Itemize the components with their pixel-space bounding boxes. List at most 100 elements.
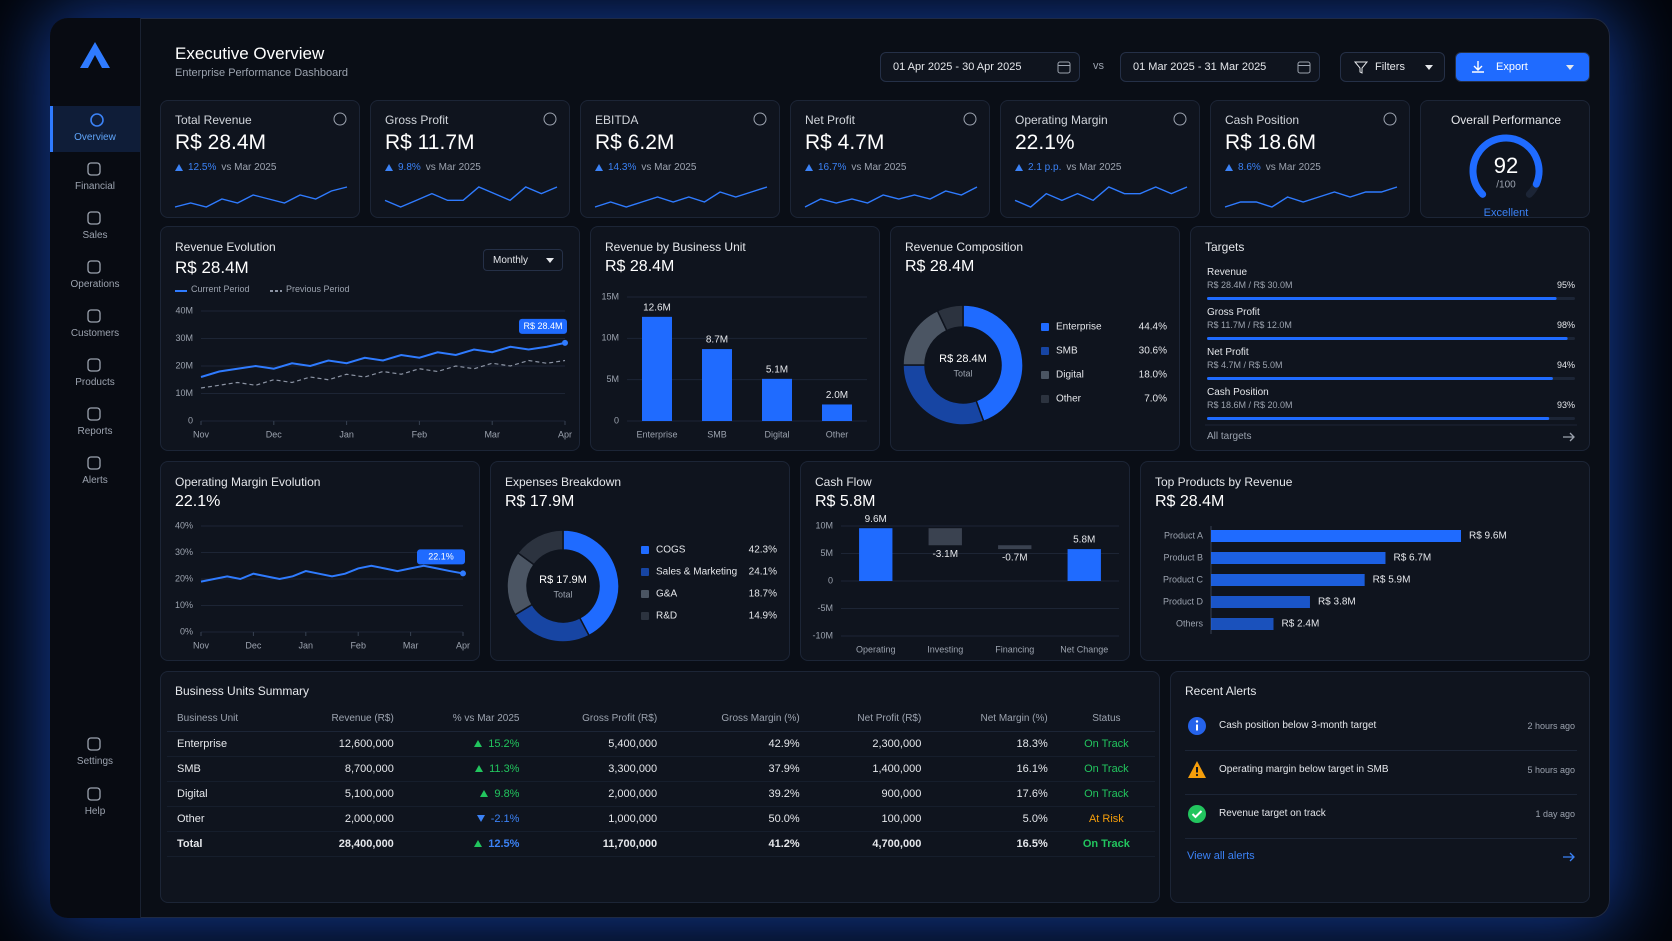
table-row: Digital 5,100,000 9.8% 2,000,000 39.2% 900,00…	[167, 781, 1155, 807]
table-cell: -2.1%	[403, 806, 530, 832]
export-button[interactable]: Export	[1455, 52, 1590, 82]
icon-shape	[1191, 810, 1203, 819]
compare-picker[interactable]: 01 Mar 2025 - 31 Mar 2025	[1120, 52, 1320, 82]
nav-label: Operations	[70, 279, 120, 290]
trend-icon	[1015, 164, 1023, 171]
line	[200, 359, 566, 389]
change-value: 11.3%	[489, 763, 520, 775]
status-cell: On Track	[1057, 731, 1155, 757]
legend-swatch	[641, 590, 649, 598]
caret-icon	[1425, 65, 1433, 70]
status-cell: On Track	[1057, 781, 1155, 807]
chart: Product A R$ 9.6M Product B R$ 6.7M Product …	[1163, 526, 1507, 634]
table-cell: 17.6%	[931, 781, 1058, 807]
nav-icon	[87, 737, 101, 751]
change-value: 9.8%	[494, 788, 520, 800]
nav-item[interactable]: Help	[50, 780, 140, 826]
nav-item[interactable]: Sales	[50, 204, 140, 250]
performance-title: Overall Performance	[1450, 113, 1562, 127]
sparkline-line	[594, 186, 768, 208]
legend-label: Sales & Marketing	[656, 567, 737, 578]
change-value: 15.2%	[488, 738, 520, 750]
legend-label: Enterprise	[1056, 322, 1102, 333]
cash-flow-card: Cash Flow R$ 5.8M -10M -5M 0 5M 10M 9.6M Operati…	[800, 461, 1130, 661]
nav-item[interactable]: Operations	[50, 253, 140, 299]
table-cell: 4,700,000	[809, 831, 932, 857]
card-title: Cash Flow	[815, 475, 872, 489]
target-percent: 93%	[1556, 400, 1575, 410]
x-tick-label: Feb	[412, 429, 428, 439]
kpi-value: 22.1%	[1015, 131, 1075, 154]
kpi-change-row: 8.6% vs Mar 2025	[1225, 162, 1321, 173]
y-tick-label: 15M	[601, 291, 619, 301]
target-detail: R$ 18.6M / R$ 20.0M	[1207, 400, 1293, 410]
filters-button[interactable]: Filters	[1340, 52, 1445, 82]
trend-icon	[476, 815, 485, 822]
nav-label: Overview	[74, 132, 116, 143]
caret-icon	[1566, 65, 1574, 70]
kpi-change: 12.5%	[188, 162, 217, 173]
icon-shape	[385, 164, 393, 171]
change-value: -2.1%	[490, 813, 520, 825]
bar-label: 8.7M	[706, 335, 728, 346]
nav-item[interactable]: Overview	[50, 106, 140, 152]
nav-item[interactable]: Customers	[50, 302, 140, 348]
kpi-card: Operating Margin 22.1% 2.1 p.p. vs Mar 2025	[1000, 100, 1200, 218]
card-value: R$ 28.4M	[1155, 493, 1225, 510]
kpi-compare: vs Mar 2025	[1265, 162, 1321, 173]
x-tick-label: Investing	[927, 644, 963, 654]
bar	[1211, 618, 1274, 630]
donut-center-label: Total	[553, 589, 572, 599]
kpi-change: 14.3%	[608, 162, 637, 173]
bar-label: R$ 9.6M	[1469, 531, 1507, 542]
y-tick-label: Others	[1176, 618, 1204, 628]
nav-item[interactable]: Alerts	[50, 449, 140, 495]
target-bar	[1207, 337, 1568, 340]
x-tick-label: Mar	[403, 640, 419, 650]
nav-item[interactable]: Settings	[50, 730, 140, 776]
trend-icon	[1225, 164, 1233, 171]
target-bar	[1207, 297, 1557, 300]
nav-item[interactable]: Reports	[50, 400, 140, 446]
legend-value: 14.9%	[749, 611, 777, 622]
period-dropdown[interactable]: Monthly	[483, 249, 563, 271]
legend-label: Current Period	[191, 284, 250, 294]
legend-label: G&A	[656, 589, 677, 600]
table-cell: 900,000	[809, 781, 932, 807]
legend-value: 18.7%	[749, 589, 777, 600]
nav-item[interactable]: Financial	[50, 155, 140, 201]
legend-label: R&D	[656, 611, 677, 622]
targets-link[interactable]: All targets	[1207, 431, 1252, 442]
table-cell: Other	[167, 806, 285, 832]
icon-shape	[90, 113, 104, 127]
bar-label: -0.7M	[1002, 553, 1028, 564]
legend-swatch	[641, 612, 649, 620]
target-percent: 98%	[1556, 320, 1575, 330]
kpi-card: Total Revenue R$ 28.4M 12.5% vs Mar 2025	[160, 100, 360, 218]
gauge-rating: Excellent	[1484, 207, 1529, 219]
nav-icon	[87, 787, 101, 801]
table-row: Other 2,000,000 -2.1% 1,000,000 50.0% 100,000…	[167, 806, 1155, 832]
y-tick-label: 40M	[175, 305, 193, 315]
nav-item[interactable]: Products	[50, 351, 140, 397]
bar-label: 5.1M	[766, 364, 788, 375]
x-tick-label: Nov	[193, 429, 210, 439]
icon-shape	[1563, 852, 1575, 862]
trend-icon	[385, 164, 393, 171]
table-cell: 28,400,000	[284, 831, 404, 857]
table-cell: 39.2%	[667, 781, 810, 807]
chart: Enterprise 44.4% SMB 30.6% Digital 18.0% Other…	[902, 304, 1167, 426]
bar	[702, 349, 732, 421]
y-tick-label: 0	[614, 415, 619, 425]
calendar-icon	[1057, 61, 1071, 74]
legend-label: Other	[1056, 394, 1082, 405]
icon-shape	[1057, 61, 1071, 74]
status-cell: On Track	[1057, 831, 1155, 857]
nav-icon	[87, 211, 101, 225]
legend-value: 30.6%	[1139, 346, 1167, 357]
date-picker[interactable]: 01 Apr 2025 - 30 Apr 2025	[880, 52, 1080, 82]
y-tick-label: 5M	[606, 374, 619, 384]
alerts-link[interactable]: View all alerts	[1187, 850, 1255, 862]
change-value: 12.5%	[488, 838, 520, 850]
